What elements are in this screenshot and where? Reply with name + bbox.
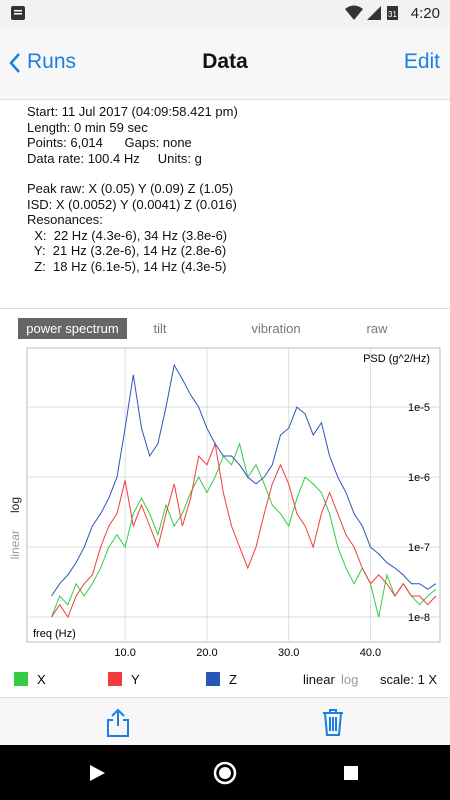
info-line: Z: 18 Hz (6.1e-5), 14 Hz (4.3e-5) xyxy=(27,258,227,274)
info-line: Length: 0 min 59 sec xyxy=(27,119,148,135)
nav-bar: Runs Data Edit xyxy=(0,27,450,100)
info-line: Peak raw: X (0.05) Y (0.09) Z (1.05) xyxy=(27,181,234,196)
y-tick-label: 1e-8 xyxy=(408,612,430,624)
plot-frame xyxy=(26,347,441,643)
series-line xyxy=(51,441,437,619)
tab[interactable]: vibration xyxy=(251,321,301,336)
share-button[interactable] xyxy=(105,708,131,738)
x-tick-label: 10.0 xyxy=(114,647,135,659)
log-option[interactable]: log xyxy=(341,672,358,687)
linear-toggle[interactable]: linear xyxy=(8,530,22,559)
toolbar xyxy=(0,697,450,746)
chart: PSD (g^2/Hz) freq (Hz) log linear linear… xyxy=(8,347,441,687)
scale-option[interactable]: scale: 1 X xyxy=(380,672,437,687)
notification-icon xyxy=(11,6,25,20)
tab[interactable]: power spectrum xyxy=(18,318,127,339)
info-line: Points: 6,014 Gaps: none xyxy=(27,135,192,150)
info-line: Y: 21 Hz (3.2e-6), 14 Hz (2.8e-6) xyxy=(27,243,227,258)
delete-button[interactable] xyxy=(320,707,346,737)
x-tick-label: 30.0 xyxy=(278,647,299,659)
linear-option[interactable]: linear xyxy=(303,672,335,687)
status-bar: 31 4:20 xyxy=(0,0,450,27)
y-tick-label: 1e-7 xyxy=(408,542,430,554)
info-line: ISD: X (0.0052) Y (0.0041) Z (0.016) xyxy=(27,196,237,212)
info-line: Data rate: 100.4 Hz Units: g xyxy=(27,150,202,166)
legend-label: Y xyxy=(131,672,140,687)
clock: 4:20 xyxy=(410,5,440,22)
y-tick-label: 1e-6 xyxy=(408,472,430,484)
svg-text:31: 31 xyxy=(388,10,397,19)
series-line xyxy=(51,442,437,618)
back-chevron[interactable] xyxy=(8,52,22,74)
x-axis-label: freq (Hz) xyxy=(33,628,76,640)
screen-title: Data xyxy=(202,50,248,73)
series-line xyxy=(51,363,437,597)
tab[interactable]: tilt xyxy=(153,321,167,336)
tab[interactable]: raw xyxy=(366,321,388,336)
legend-swatch xyxy=(14,672,28,686)
back-button[interactable]: Runs xyxy=(27,50,77,73)
system-nav xyxy=(0,745,450,800)
divider xyxy=(0,308,450,309)
x-tick-label: 20.0 xyxy=(196,647,217,659)
info-line: Resonances: xyxy=(27,212,103,227)
legend-label: Z xyxy=(229,672,237,687)
system-icons: 31 xyxy=(345,5,398,20)
x-tick-label: 40.0 xyxy=(360,647,381,659)
legend-swatch xyxy=(206,672,220,686)
info-line: X: 22 Hz (4.3e-6), 34 Hz (3.8e-6) xyxy=(27,227,228,243)
system-buttons xyxy=(90,761,358,785)
info-line: Start: 11 Jul 2017 (04:09:58.421 pm) xyxy=(27,104,238,119)
edit-button[interactable]: Edit xyxy=(403,50,440,73)
y-axis-label: PSD (g^2/Hz) xyxy=(363,353,430,365)
y-tick-label: 1e-5 xyxy=(408,402,430,414)
legend-swatch xyxy=(108,672,122,686)
log-toggle[interactable]: log xyxy=(8,497,22,513)
legend-label: X xyxy=(37,672,46,687)
